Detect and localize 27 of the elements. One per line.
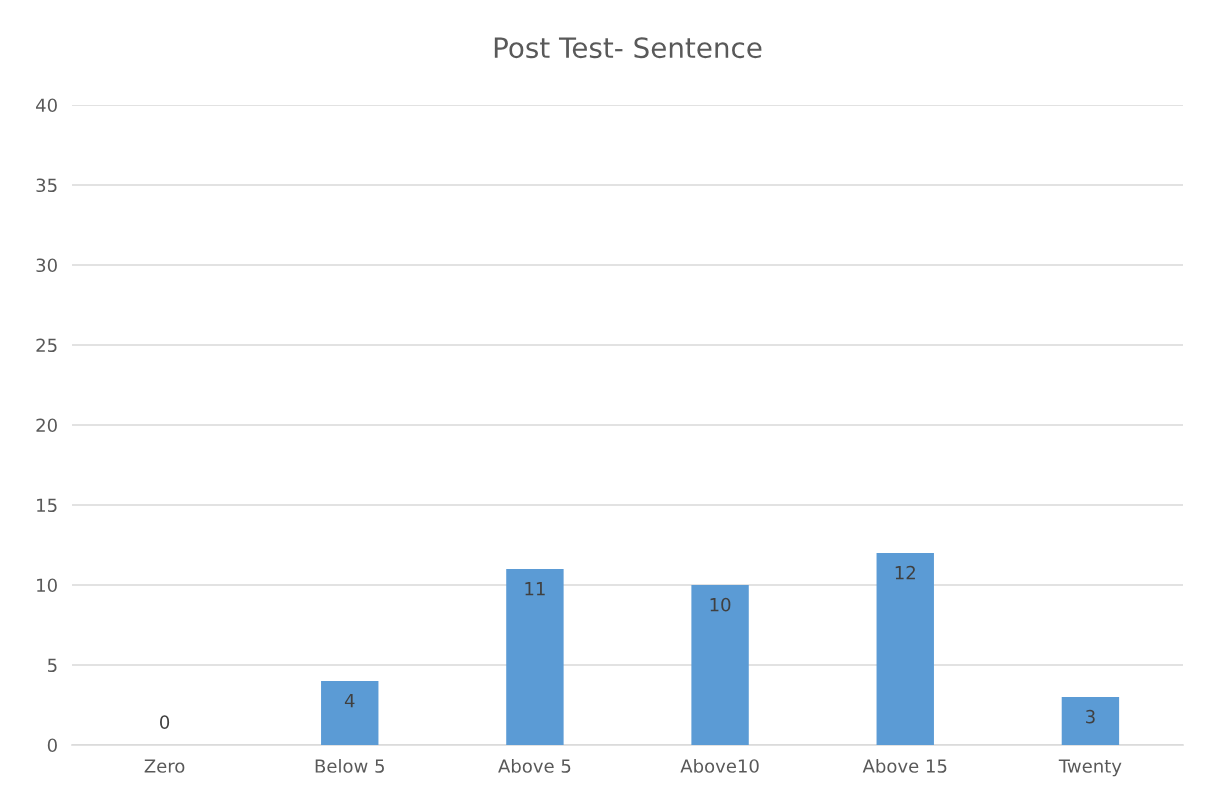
data-label: 10 bbox=[710, 597, 731, 612]
bar bbox=[1061, 697, 1120, 745]
y-tick-label: 5 bbox=[48, 658, 57, 673]
bar bbox=[321, 681, 379, 745]
bar bbox=[876, 553, 934, 745]
data-label: 0 bbox=[160, 715, 170, 729]
y-tick-label: 20 bbox=[36, 418, 57, 433]
data-label: 3 bbox=[1086, 709, 1095, 724]
y-tick-label: 30 bbox=[36, 258, 57, 273]
data-label: 12 bbox=[895, 565, 915, 580]
y-tick-label: 15 bbox=[37, 498, 57, 513]
y-tick-label: 25 bbox=[36, 338, 57, 353]
x-tick-label: Above 15 bbox=[862, 758, 947, 773]
y-tick-label: 10 bbox=[37, 578, 57, 593]
x-tick-label: Twenty bbox=[1058, 759, 1122, 777]
x-tick-label: Above10 bbox=[680, 758, 759, 773]
x-tick-label: Below 5 bbox=[315, 758, 384, 773]
data-label: 4 bbox=[344, 694, 355, 708]
x-tick-label: Above 5 bbox=[498, 758, 571, 773]
y-tick-label: 40 bbox=[36, 98, 57, 113]
data-label: 11 bbox=[525, 582, 545, 596]
bar bbox=[506, 569, 564, 745]
y-tick-label: 35 bbox=[36, 178, 57, 193]
x-tick-label: Zero bbox=[144, 759, 185, 773]
y-tick-label: 0 bbox=[47, 738, 57, 753]
chart-title: Post Test- Sentence bbox=[494, 37, 762, 59]
bar bbox=[691, 585, 749, 745]
